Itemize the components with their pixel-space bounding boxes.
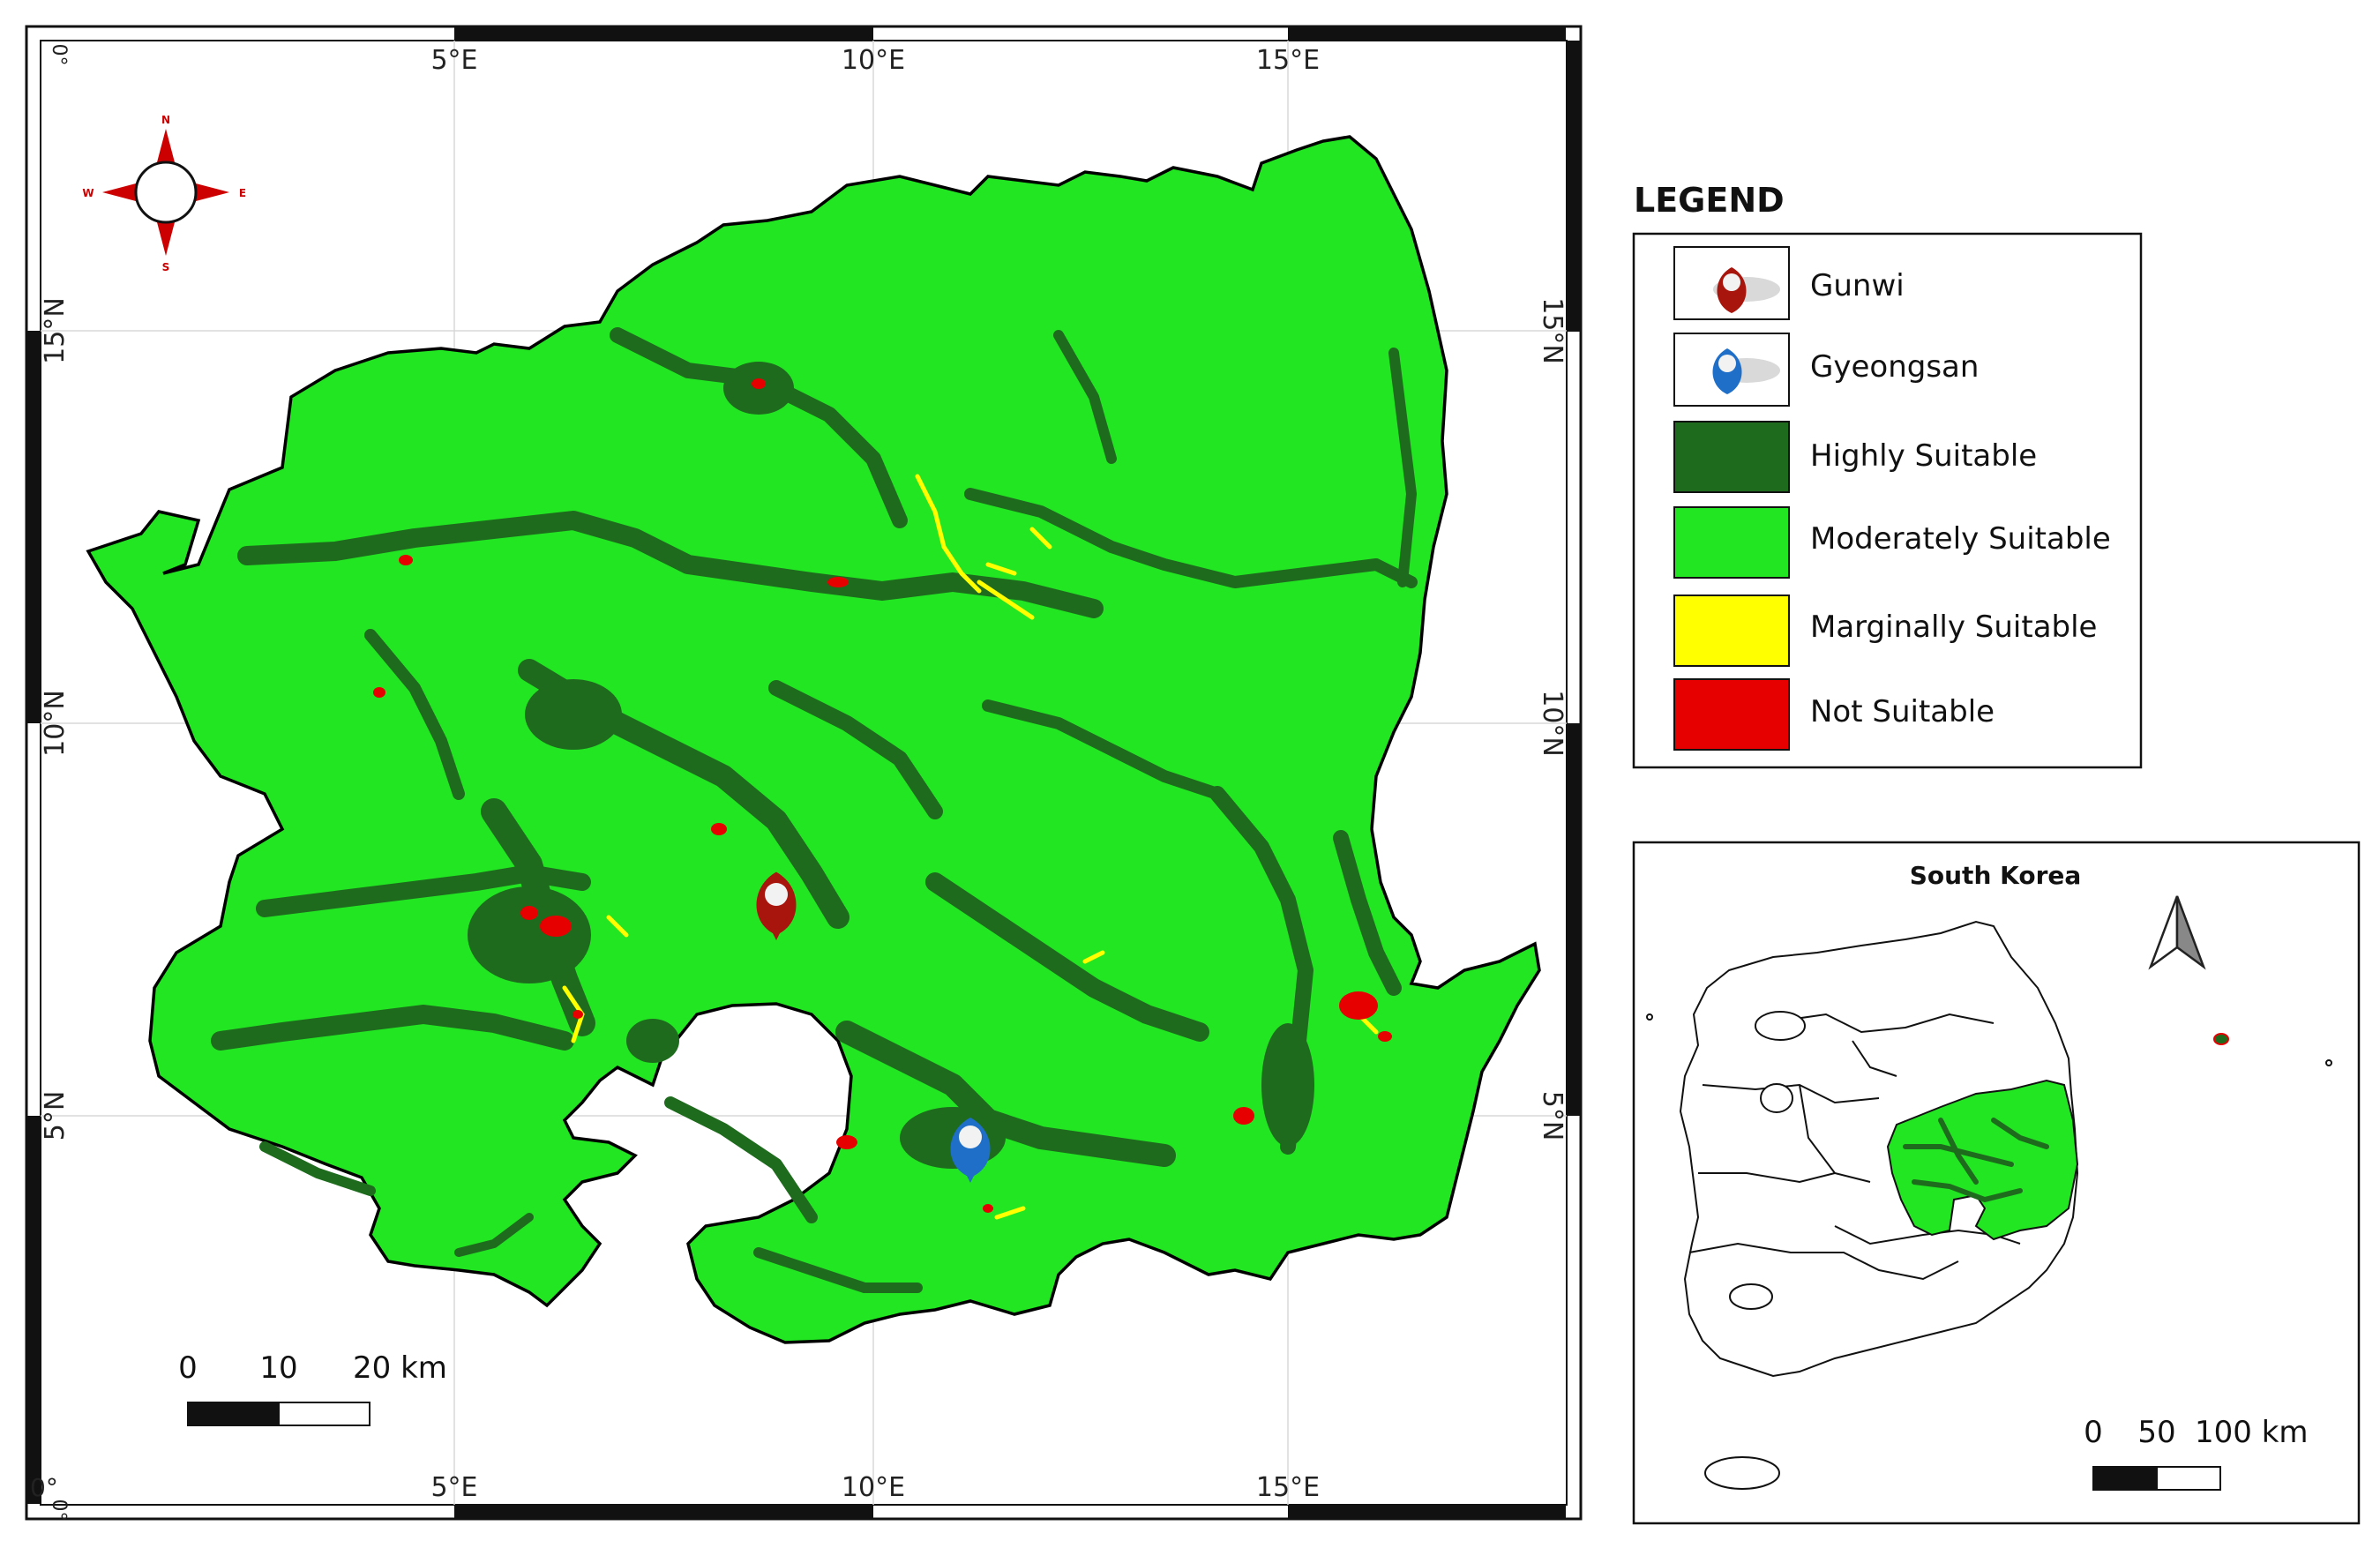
highly-suitable-blobs xyxy=(468,362,1314,1169)
study-area-suitability xyxy=(86,135,1541,1344)
north-arrow-icon xyxy=(102,129,229,256)
legend-title: LEGEND xyxy=(1634,181,1785,220)
marginally-suitable-patches xyxy=(562,474,1379,1220)
inset-scale-label-50: 50 xyxy=(2137,1415,2175,1450)
gunwi-pin-icon[interactable] xyxy=(756,871,797,940)
south-korea-outline xyxy=(1646,920,2332,1490)
inset-north-arrow-icon xyxy=(2148,895,2206,970)
right-tick-10n: 10°N xyxy=(1537,690,1568,757)
top-tick-5e: 5°E xyxy=(430,45,477,76)
left-tick-15n: 15°N xyxy=(40,297,71,364)
left-tick-5n: 5°N xyxy=(40,1091,71,1141)
corner-label-bl2: 0° xyxy=(48,1499,70,1522)
top-tick-10e: 10°E xyxy=(842,45,905,76)
inset-scale-label-100: 100 km xyxy=(2195,1415,2309,1450)
legend-swatch-marginally xyxy=(1673,595,1790,667)
main-scale-label-20: 20 km xyxy=(353,1350,447,1386)
north-label: N xyxy=(161,114,170,126)
not-suitable-patches xyxy=(373,378,1392,1213)
legend-label-highly: Highly Suitable xyxy=(1810,438,2037,474)
legend-swatch-moderately xyxy=(1673,506,1790,579)
top-tick-15e: 15°E xyxy=(1256,45,1320,76)
south-label: S xyxy=(162,261,170,273)
legend-label-marginally: Marginally Suitable xyxy=(1810,609,2097,645)
right-tick-5n: 5°N xyxy=(1537,1091,1568,1141)
legend-swatch-highly xyxy=(1673,421,1790,493)
bottom-tick-10e: 10°E xyxy=(842,1472,905,1503)
gyeongsan-pin-icon[interactable] xyxy=(950,1118,991,1183)
inset-study-area-detail xyxy=(1903,1118,2049,1203)
inset-scale-label-0: 0 xyxy=(2084,1415,2103,1450)
legend-label-gyeongsan: Gyeongsan xyxy=(1810,349,1979,385)
main-scale-bar xyxy=(187,1402,370,1426)
legend-label-gunwi: Gunwi xyxy=(1810,268,1905,303)
main-scale-label-0: 0 xyxy=(178,1350,198,1386)
right-tick-15n: 15°N xyxy=(1537,297,1568,364)
bottom-tick-15e: 15°E xyxy=(1256,1472,1320,1503)
bottom-tick-5e: 5°E xyxy=(430,1472,477,1503)
inset-title: South Korea xyxy=(1910,861,2082,890)
corner-label-bl: 0° xyxy=(30,1473,58,1502)
legend-label-moderately: Moderately Suitable xyxy=(1810,521,2111,557)
corner-label-tl: 0° xyxy=(48,44,70,66)
moderately-suitable-region xyxy=(86,135,1541,1344)
left-tick-10n: 10°N xyxy=(40,690,71,757)
legend-swatch-not xyxy=(1673,678,1790,751)
main-scale-label-10: 10 xyxy=(259,1350,297,1386)
highly-suitable-patches xyxy=(211,327,1418,1293)
east-label: E xyxy=(239,187,246,199)
inset-scale-bar xyxy=(2092,1466,2221,1491)
legend-red-pin-icon xyxy=(1717,267,1747,313)
inset-study-area xyxy=(1886,1079,2079,1241)
legend-label-not: Not Suitable xyxy=(1810,694,1995,729)
west-label: W xyxy=(82,187,94,199)
ulleungdo-island xyxy=(2213,1033,2229,1045)
legend-blue-pin-icon xyxy=(1712,348,1742,394)
